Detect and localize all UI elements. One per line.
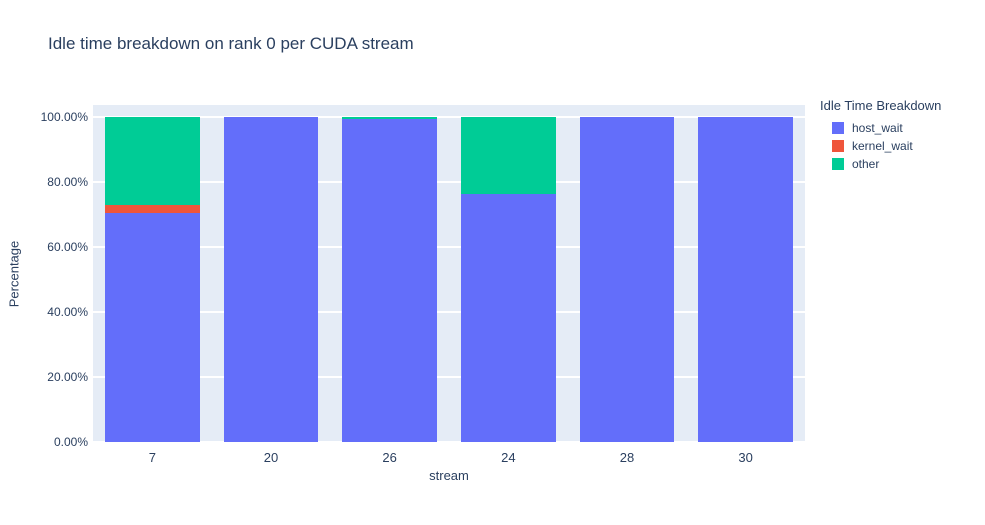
stacked-bar-stream-24[interactable] — [460, 117, 556, 442]
gridline-100 — [93, 116, 805, 118]
stacked-bar-stream-28[interactable] — [579, 117, 675, 442]
gridline-20 — [93, 376, 805, 378]
x-tick-label-stream-30: 30 — [738, 450, 753, 465]
bars-region — [93, 117, 805, 442]
x-tick-label-stream-28: 28 — [619, 450, 635, 465]
legend-item-host_wait[interactable]: host_wait — [820, 119, 941, 137]
legend-label: host_wait — [852, 121, 903, 135]
bar-segment-host_wait-stream-24[interactable] — [460, 194, 556, 442]
gridline-80 — [93, 181, 805, 183]
plot-area — [93, 105, 805, 443]
x-tick-label-stream-20: 20 — [263, 450, 279, 465]
x-tick-label-stream-26: 26 — [382, 450, 397, 465]
stacked-bar-stream-26[interactable] — [342, 117, 438, 442]
legend-item-other[interactable]: other — [820, 155, 941, 173]
bar-segment-host_wait-stream-26[interactable] — [342, 118, 438, 442]
bar-segment-other-stream-24[interactable] — [460, 117, 556, 195]
y-tick-label-0: 0.00% — [53, 435, 88, 449]
x-tick-label-stream-7: 7 — [148, 450, 156, 465]
bar-slot-stream-26 — [330, 117, 449, 442]
chart-title: Idle time breakdown on rank 0 per CUDA s… — [48, 34, 414, 53]
legend-item-kernel_wait[interactable]: kernel_wait — [820, 137, 941, 155]
bar-segment-host_wait-stream-30[interactable] — [698, 117, 794, 442]
y-tick-label-40: 40.00% — [47, 305, 88, 319]
legend-swatch-icon — [832, 140, 844, 152]
legend-swatch-icon — [832, 158, 844, 170]
bar-slot-stream-20 — [212, 117, 331, 442]
y-tick-label-60: 60.00% — [47, 240, 88, 254]
y-tick-label-80: 80.00% — [47, 175, 88, 189]
bar-slot-stream-30 — [686, 117, 805, 442]
bar-slot-stream-24 — [449, 117, 568, 442]
bar-segment-host_wait-stream-20[interactable] — [223, 117, 319, 442]
stacked-bar-stream-7[interactable] — [104, 117, 200, 442]
x-axis-title: stream — [429, 468, 469, 483]
bar-segment-host_wait-stream-28[interactable] — [579, 117, 675, 442]
legend-swatch-icon — [832, 122, 844, 134]
gridline-40 — [93, 311, 805, 313]
legend-label: other — [852, 157, 880, 171]
gridline-0 — [93, 441, 805, 443]
bar-slot-stream-28 — [568, 117, 687, 442]
legend-label: kernel_wait — [852, 139, 913, 153]
legend: Idle Time Breakdown host_wait kernel_wait… — [820, 98, 941, 173]
y-tick-label-20: 20.00% — [47, 370, 88, 384]
y-tick-label-100: 100.00% — [40, 110, 88, 124]
x-tick-label-stream-24: 24 — [501, 450, 516, 465]
bar-segment-host_wait-stream-7[interactable] — [104, 212, 200, 442]
stacked-bar-stream-30[interactable] — [698, 117, 794, 442]
y-axis-title: Percentage — [6, 240, 22, 308]
gridline-60 — [93, 246, 805, 248]
bar-segment-kernel_wait-stream-7[interactable] — [104, 205, 200, 213]
legend-title: Idle Time Breakdown — [820, 98, 942, 113]
bar-slot-stream-7 — [93, 117, 212, 442]
stacked-bar-stream-20[interactable] — [223, 117, 319, 442]
bar-segment-other-stream-7[interactable] — [104, 117, 200, 206]
bar-segment-other-stream-26[interactable] — [342, 117, 438, 119]
